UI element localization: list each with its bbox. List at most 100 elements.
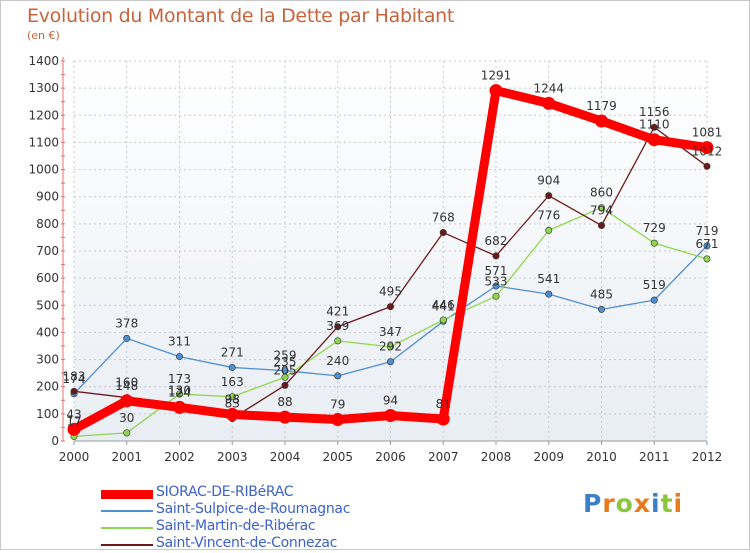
x-tick-label: 2003: [217, 450, 248, 464]
legend-swatch: [101, 510, 153, 512]
data-point: [278, 410, 292, 424]
data-label: 729: [643, 221, 666, 235]
x-tick-label: 2010: [586, 450, 617, 464]
data-point: [492, 292, 500, 300]
data-point: [439, 316, 447, 324]
y-tick-label: 500: [36, 298, 59, 312]
data-label: 174: [63, 372, 86, 386]
data-label: 1179: [586, 99, 617, 113]
data-label: 378: [115, 316, 138, 330]
data-label: 719: [696, 224, 719, 238]
x-tick-label: 2005: [322, 450, 353, 464]
data-point: [176, 353, 184, 361]
data-point: [597, 204, 605, 212]
data-label: 83: [225, 396, 240, 410]
data-point: [281, 373, 289, 381]
data-label: 495: [379, 285, 402, 299]
y-tick-label: 100: [36, 407, 59, 421]
data-point: [176, 390, 184, 398]
y-tick-label: 200: [36, 380, 59, 394]
data-label: 682: [485, 234, 508, 248]
data-point: [545, 226, 553, 234]
y-tick-label: 900: [36, 190, 59, 204]
data-point: [228, 363, 236, 371]
data-point: [542, 96, 556, 110]
data-point: [492, 252, 500, 260]
data-label: 205: [274, 363, 297, 377]
data-label: 81: [436, 397, 451, 411]
data-label: 98: [225, 392, 240, 406]
data-point: [703, 162, 711, 170]
legend-label: Saint-Martin-de-Ribérac: [156, 518, 316, 534]
legend-swatch: [101, 544, 153, 546]
data-point: [225, 407, 239, 421]
data-point: [67, 422, 81, 436]
data-labels: 43 148 124 98 88 79 94 81 1291 1244 1179 1110 1081 17…: [63, 69, 723, 429]
data-point: [436, 412, 450, 426]
logo-letter: i: [651, 489, 661, 518]
data-label: 541: [537, 272, 560, 286]
data-point: [545, 192, 553, 200]
legend-label: Saint-Vincent-de-Connezac: [156, 535, 338, 551]
data-label: 485: [590, 287, 613, 301]
y-tick-label: 800: [36, 217, 59, 231]
data-label: 259: [274, 349, 297, 363]
legend-label: SIORAC-DE-RIBéRAC: [156, 484, 294, 500]
data-label: 519: [643, 278, 666, 292]
x-tick-label: 2001: [111, 450, 142, 464]
data-point: [228, 393, 236, 401]
data-point: [331, 413, 345, 427]
data-point: [334, 323, 342, 331]
y-tick-label: 700: [36, 244, 59, 258]
data-label: 160: [115, 376, 138, 390]
data-point: [650, 239, 658, 247]
data-label: 271: [221, 345, 244, 359]
data-point: [545, 290, 553, 298]
data-label: 904: [537, 174, 560, 188]
data-point: [597, 305, 605, 313]
data-label: 533: [485, 274, 508, 288]
data-point: [120, 394, 134, 408]
data-label: 794: [590, 203, 613, 217]
logo-letter: o: [615, 489, 634, 518]
series-group: [67, 84, 714, 440]
data-point: [334, 372, 342, 380]
data-point: [386, 303, 394, 311]
data-point: [384, 408, 397, 422]
data-label: 347: [379, 325, 402, 339]
data-point: [386, 358, 394, 366]
y-tick-label: 1100: [28, 135, 59, 149]
data-label: 768: [432, 211, 455, 225]
x-tick-label: 2012: [692, 450, 723, 464]
data-label: 240: [326, 354, 349, 368]
data-label: 235: [274, 355, 297, 369]
data-label: 860: [590, 186, 613, 200]
y-tick-label: 1300: [28, 81, 59, 95]
data-point: [650, 296, 658, 304]
y-tick-label: 1000: [28, 163, 59, 177]
x-tick-label: 2011: [639, 450, 670, 464]
data-point: [123, 334, 131, 342]
chart-title: Evolution du Montant de la Dette par Hab…: [27, 5, 455, 27]
data-label: 1081: [692, 126, 723, 140]
logo-letter: P: [583, 489, 603, 518]
y-tick-label: 1200: [28, 108, 59, 122]
data-label: 17: [66, 414, 81, 428]
data-label: 173: [168, 372, 191, 386]
data-label: 94: [383, 393, 398, 407]
data-label: 1291: [481, 69, 512, 83]
x-tick-label: 2009: [533, 450, 564, 464]
data-label: 163: [221, 375, 244, 389]
data-label: 1110: [639, 118, 670, 132]
data-label: 311: [168, 335, 191, 349]
x-tick-label: 2004: [270, 450, 301, 464]
y-tick-label: 400: [36, 325, 59, 339]
proxiti-logo: Proxiti: [583, 489, 683, 518]
y-tick-label: 300: [36, 353, 59, 367]
y-tick-label: 0: [51, 434, 59, 448]
chart-unit: (en €): [27, 29, 60, 42]
data-label: 124: [168, 385, 191, 399]
data-point: [595, 114, 608, 128]
